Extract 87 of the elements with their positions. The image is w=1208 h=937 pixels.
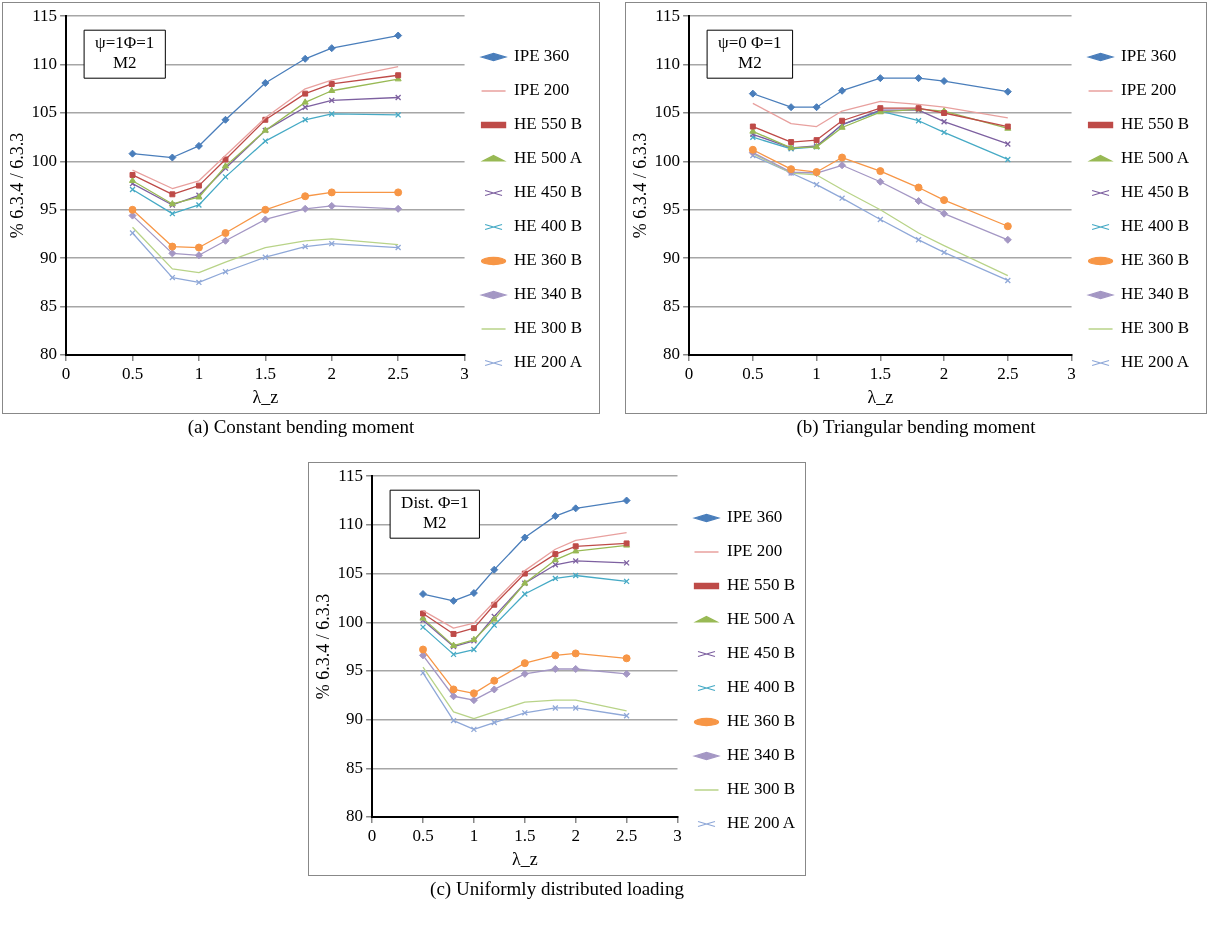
x-tick-label: 3 — [1067, 363, 1076, 383]
legend-label: HE 450 B — [727, 643, 795, 663]
x-tick-label: 3 — [673, 825, 682, 845]
x-tick-label: 1.5 — [514, 825, 536, 845]
x-axis-title: λ_z — [867, 386, 894, 407]
legend-label: IPE 360 — [514, 46, 570, 66]
y-tick-label: 80 — [663, 344, 681, 364]
text: (b) Triangular bending moment — [795, 416, 1037, 438]
legend-label: HE 500 A — [1121, 148, 1190, 168]
legend-label: HE 300 B — [1121, 318, 1190, 338]
y-tick-label: 105 — [31, 102, 58, 122]
x-tick-label: 1.5 — [869, 363, 891, 383]
y-tick-label: 80 — [40, 344, 58, 364]
y-tick-label: 100 — [31, 150, 58, 170]
x-axis-title: λ_z — [511, 848, 538, 869]
y-tick-label: 85 — [663, 296, 681, 316]
legend-label: IPE 200 — [727, 541, 783, 561]
y-tick-label: 115 — [655, 5, 681, 25]
legend-label: HE 400 B — [727, 677, 795, 697]
legend-label: HE 550 B — [1121, 114, 1190, 134]
legend-label: HE 360 B — [727, 711, 795, 731]
x-tick-label: 0 — [367, 825, 377, 845]
x-tick-label: 0.5 — [742, 363, 764, 383]
y-tick-label: 85 — [346, 757, 364, 777]
x-tick-label: 2.5 — [997, 363, 1019, 383]
x-tick-label: 0 — [61, 363, 71, 383]
x-tick-label: 2 — [327, 363, 336, 383]
y-tick-label: 90 — [40, 247, 58, 267]
y-tick-label: 110 — [655, 54, 681, 74]
y-tick-label: 105 — [337, 563, 364, 583]
text: (c) Uniformly distributed loading — [429, 878, 685, 900]
y-tick-label: 115 — [32, 5, 58, 25]
legend-label: HE 200 A — [1121, 352, 1190, 372]
x-tick-label: 3 — [460, 363, 469, 383]
y-tick-label: 80 — [346, 806, 364, 826]
legend-label: HE 200 A — [514, 352, 583, 372]
legend-label: HE 340 B — [1121, 284, 1190, 304]
annotation: ψ=0 Φ=1 M2 — [718, 33, 782, 73]
legend-label: HE 400 B — [1121, 216, 1190, 236]
legend-label: HE 400 B — [514, 216, 583, 236]
legend-label: IPE 360 — [1121, 46, 1177, 66]
annotation: Dist. Φ=1 M2 — [401, 493, 469, 533]
x-tick-label: 0.5 — [412, 825, 434, 845]
legend-label: HE 340 B — [514, 284, 583, 304]
legend-label: HE 550 B — [514, 114, 583, 134]
y-tick-label: 90 — [663, 247, 681, 267]
x-axis-title: λ_z — [252, 386, 279, 407]
legend-label: HE 300 B — [727, 779, 795, 799]
legend-label: HE 340 B — [727, 745, 795, 765]
x-tick-label: 0.5 — [121, 363, 144, 383]
y-tick-label: 90 — [346, 709, 364, 729]
x-tick-label: 2.5 — [615, 825, 638, 845]
text: (a) Constant bending moment — [186, 416, 416, 438]
x-tick-label: 0 — [684, 363, 694, 383]
x-tick-label: 1 — [469, 825, 479, 845]
x-tick-label: 1 — [812, 363, 821, 383]
legend-label: HE 500 A — [727, 609, 796, 629]
y-axis-title: % 6.3.4 / 6.3.3 — [629, 132, 650, 239]
y-axis-title: % 6.3.4 / 6.3.3 — [312, 593, 333, 700]
y-tick-label: 110 — [32, 54, 58, 74]
y-axis-title: % 6.3.4 / 6.3.3 — [6, 132, 27, 239]
y-tick-label: 95 — [40, 199, 58, 219]
legend-label: HE 360 B — [514, 250, 583, 270]
legend-label: IPE 360 — [727, 507, 783, 527]
x-tick-label: 1.5 — [254, 363, 276, 383]
y-tick-label: 100 — [654, 150, 681, 170]
annotation: ψ=1Φ=1 M2 — [95, 33, 155, 73]
legend-label: HE 450 B — [514, 182, 583, 202]
y-tick-label: 100 — [337, 611, 364, 631]
legend-label: HE 500 A — [514, 148, 583, 168]
y-tick-label: 95 — [346, 660, 364, 680]
y-tick-label: 110 — [338, 514, 364, 534]
legend-label: HE 450 B — [1121, 182, 1190, 202]
x-tick-label: 2.5 — [387, 363, 409, 383]
legend-label: HE 300 B — [514, 318, 583, 338]
y-tick-label: 85 — [40, 296, 58, 316]
legend-label: HE 200 A — [727, 813, 796, 833]
y-tick-label: 95 — [663, 199, 681, 219]
legend-label: IPE 200 — [514, 80, 570, 100]
y-tick-label: 115 — [338, 465, 364, 485]
legend-label: HE 360 B — [1121, 250, 1190, 270]
legend-label: IPE 200 — [1121, 80, 1177, 100]
legend-label: HE 550 B — [727, 575, 795, 595]
x-tick-label: 2 — [939, 363, 949, 383]
x-tick-label: 2 — [571, 825, 580, 845]
y-tick-label: 105 — [654, 102, 681, 122]
x-tick-label: 1 — [194, 363, 204, 383]
